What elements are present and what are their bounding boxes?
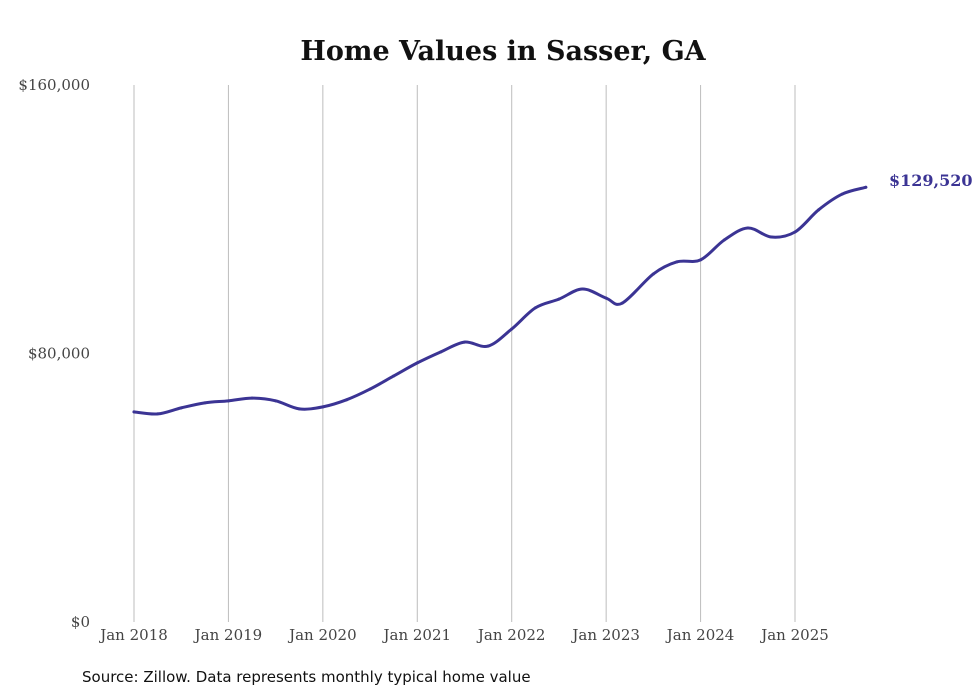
source-note: Source: Zillow. Data represents monthly … [82,668,531,686]
data-point [651,272,655,276]
chart-title: Home Values in Sasser, GA [300,36,706,67]
data-point [699,258,703,262]
data-point [817,208,821,212]
data-point [226,399,230,403]
data-point [203,401,207,405]
data-point [463,340,466,344]
data-point [604,296,608,300]
data-point [675,260,679,264]
x-tick-label: Jan 2021 [382,626,452,644]
x-tick-label: Jan 2019 [193,626,263,644]
data-point [581,287,585,291]
x-tick-label: Jan 2018 [98,626,168,644]
data-point [722,238,726,242]
data-point [510,327,514,331]
data-point [274,399,278,403]
data-point [769,235,773,239]
data-point [840,192,844,196]
data-point [746,226,750,230]
data-point [132,410,136,414]
data-point [439,350,443,354]
y-tick-label: $80,000 [28,345,90,363]
x-tick-label: Jan 2020 [287,626,357,644]
end-value-label: $129,520 [889,171,973,190]
data-point [156,412,160,416]
data-point [793,230,797,234]
data-point [486,344,490,348]
data-point [620,301,624,305]
data-point [321,405,325,409]
y-tick-label: $160,000 [18,76,90,94]
data-point [250,396,254,400]
x-tick-label: Jan 2022 [476,626,546,644]
x-tick-label: Jan 2025 [759,626,829,644]
data-point [179,406,183,410]
data-point [557,297,561,301]
series-line [132,185,868,416]
data-point [415,361,419,365]
y-tick-label: $0 [71,613,90,631]
data-point [368,387,372,391]
x-tick-label: Jan 2023 [570,626,640,644]
data-point [864,185,868,189]
data-point [344,398,348,402]
x-tick-label: Jan 2024 [665,626,735,644]
data-point [533,306,537,310]
data-point [297,407,301,411]
data-point [392,374,396,378]
